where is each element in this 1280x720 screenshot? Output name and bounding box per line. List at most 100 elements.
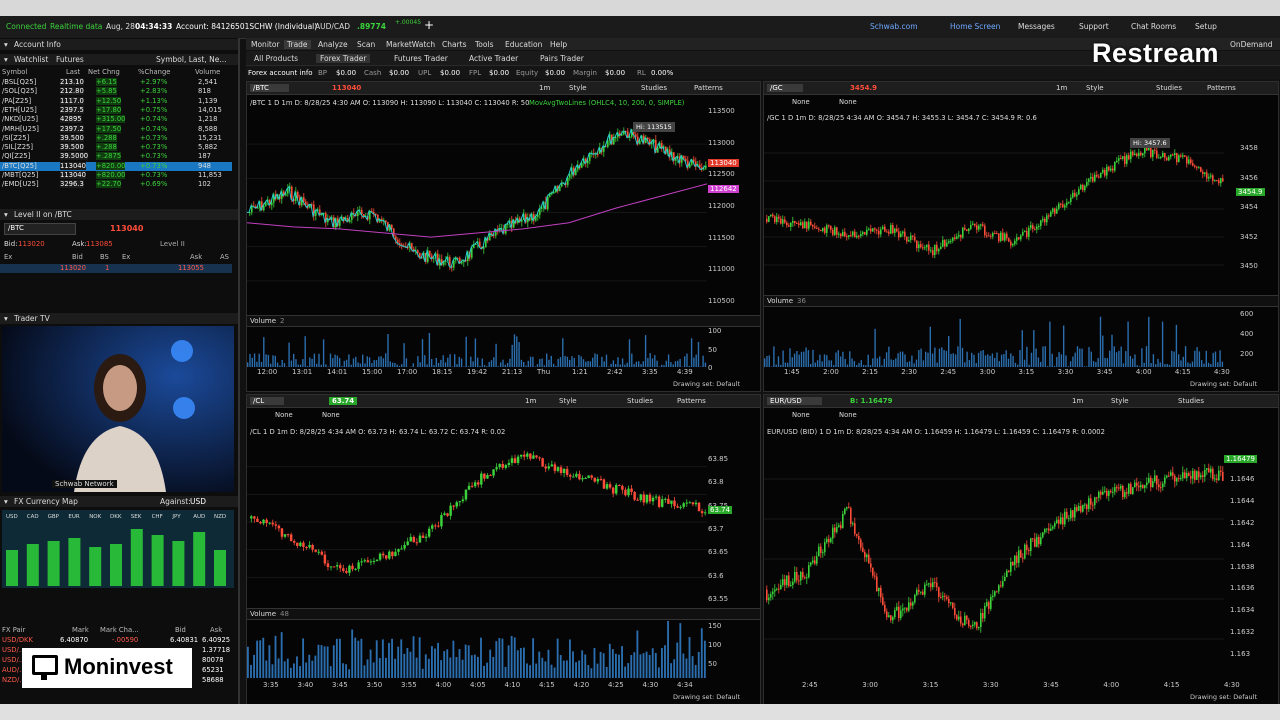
against-select[interactable]: USD	[190, 497, 207, 506]
tab-help[interactable]: Help	[550, 40, 568, 49]
fx-pair-row[interactable]: NZD/... 58688	[0, 676, 232, 685]
currency-bar[interactable]	[6, 550, 18, 586]
gc-price-plot[interactable]	[764, 125, 1224, 293]
col-symbol[interactable]: Symbol	[2, 68, 28, 76]
link-messages[interactable]: Messages	[1018, 22, 1055, 31]
col-mark-change[interactable]: Mark Cha...	[100, 626, 139, 634]
style-button[interactable]: Style	[569, 84, 587, 92]
tab-education[interactable]: Education	[505, 40, 543, 49]
currency-bar[interactable]	[68, 538, 81, 586]
studies-button[interactable]: Studies	[1156, 84, 1182, 92]
link-chat-rooms[interactable]: Chat Rooms	[1131, 22, 1177, 31]
link-schwab[interactable]: Schwab.com	[870, 22, 918, 31]
interval-button[interactable]: 1m	[539, 84, 551, 92]
patterns-button[interactable]: Patterns	[1207, 84, 1236, 92]
drawing-set[interactable]: Drawing set: Default	[1190, 693, 1258, 701]
watchlist-row[interactable]: /SIL[Z25] 39.500 +.288 +0.73% 5,882	[0, 143, 232, 152]
eurusd-price-plot[interactable]	[764, 439, 1224, 679]
watchlist-select[interactable]: Futures	[56, 55, 84, 64]
collapse-icon[interactable]: ▾	[4, 314, 8, 323]
drawing-set[interactable]: Drawing set: Default	[673, 693, 741, 701]
col-net-chng[interactable]: Net Chng	[88, 68, 120, 76]
level2-symbol-input[interactable]: /BTC	[4, 223, 76, 235]
currency-bar[interactable]	[47, 541, 60, 586]
collapse-icon[interactable]: ▾	[4, 497, 8, 506]
watchlist-row[interactable]: /BSL[Q25] 213.10 +6.15 +2.97% 2,541	[0, 78, 232, 87]
chart-gc[interactable]: /GC 3454.9 1m Style Studies Patterns Non…	[763, 81, 1279, 392]
watchlist-row[interactable]: /SOL[Q25] 212.80 +5.85 +2.83% 818	[0, 87, 232, 96]
level2-mode[interactable]: Level II	[160, 240, 185, 248]
style-button[interactable]: Style	[559, 397, 577, 405]
watchlist-row[interactable]: /PA[Z25] 1117.0 +12.50 +1.13% 1,139	[0, 96, 232, 106]
interval-button[interactable]: 1m	[1056, 84, 1068, 92]
col-volume[interactable]: Volume	[195, 68, 221, 76]
tab-scan[interactable]: Scan	[357, 40, 376, 49]
watchlist-row[interactable]: /EMD[U25] 3296.3 +22.70 +0.69% 102	[0, 180, 232, 189]
collapse-icon[interactable]: ▾	[4, 55, 8, 64]
btc-price-plot[interactable]	[247, 110, 707, 315]
trader-tv-video[interactable]: Schwab Network	[2, 326, 234, 492]
col-ask[interactable]: Ask	[210, 626, 223, 634]
subtab-futures-trader[interactable]: Futures Trader	[394, 54, 448, 63]
currency-bar[interactable]	[89, 547, 102, 586]
collapse-icon[interactable]: ▾	[4, 210, 8, 219]
studies-button[interactable]: Studies	[627, 397, 653, 405]
currency-bar[interactable]	[26, 544, 39, 586]
account-select[interactable]: Account: 84126501SCHW (Individual)	[176, 22, 318, 31]
col-bid[interactable]: Bid	[175, 626, 186, 634]
cl-price-plot[interactable]	[247, 439, 707, 605]
symbol-input[interactable]: /BTC	[250, 84, 289, 92]
col-pct-change[interactable]: %Change	[138, 68, 171, 76]
tab-marketwatch[interactable]: MarketWatch	[386, 40, 436, 49]
col-mark[interactable]: Mark	[72, 626, 89, 634]
patterns-button[interactable]: Patterns	[677, 397, 706, 405]
style-button[interactable]: Style	[1086, 84, 1104, 92]
symbol-input[interactable]: /GC	[767, 84, 803, 92]
style-button[interactable]: Style	[1111, 397, 1129, 405]
watchlist-row[interactable]: /MRH[U25] 2397.2 +17.50 +0.74% 8,588	[0, 124, 232, 134]
watchlist-row[interactable]: /ETH[U25] 2397.5 +17.80 +0.75% 14,015	[0, 105, 232, 115]
fx-pair-row[interactable]: USD/... 1.37718	[0, 646, 232, 655]
add-icon[interactable]: +	[424, 18, 435, 32]
watchlist-row[interactable]: /BTC[Q25] 113040 +820.00 +0.73% 948	[0, 161, 232, 171]
interval-button[interactable]: 1m	[525, 397, 537, 405]
symbol-input[interactable]: /CL	[250, 397, 285, 405]
watchlist-row[interactable]: /NKD[U25] 42895 +315.00 +0.74% 1,218	[0, 115, 232, 124]
tab-trade[interactable]: Trade	[284, 40, 311, 49]
currency-bar[interactable]	[110, 544, 122, 586]
interval-button[interactable]: 1m	[1072, 397, 1084, 405]
drawing-set[interactable]: Drawing set: Default	[1190, 380, 1258, 388]
studies-button[interactable]: Studies	[1178, 397, 1204, 405]
fx-pair-row[interactable]: USD/DKK 6.40870 -.00590 6.40831 6.40925	[0, 636, 232, 645]
chart-cl[interactable]: /CL 63.74 1m Style Studies Patterns None…	[246, 394, 761, 705]
currency-bar[interactable]	[193, 532, 206, 586]
col-fx-pair[interactable]: FX Pair	[2, 626, 26, 634]
tab-analyze[interactable]: Analyze	[318, 40, 348, 49]
link-setup[interactable]: Setup	[1195, 22, 1217, 31]
drawing-set[interactable]: Drawing set: Default	[673, 380, 741, 388]
patterns-button[interactable]: Patterns	[694, 84, 723, 92]
studies-button[interactable]: Studies	[641, 84, 667, 92]
ondemand-button[interactable]: OnDemand	[1230, 40, 1273, 49]
fx-pair-row[interactable]: USD/... 80078	[0, 656, 232, 665]
currency-bar[interactable]	[214, 550, 226, 586]
currency-bar[interactable]	[151, 535, 164, 586]
tab-charts[interactable]: Charts	[442, 40, 467, 49]
currency-bar[interactable]	[130, 529, 143, 586]
fx-pair-row[interactable]: AUD/... 65231	[0, 666, 232, 675]
link-support[interactable]: Support	[1079, 22, 1109, 31]
sort-select[interactable]: Symbol, Last, Ne...	[156, 55, 227, 64]
subtab-pairs-trader[interactable]: Pairs Trader	[540, 54, 584, 63]
subtab-active-trader[interactable]: Active Trader	[469, 54, 519, 63]
collapse-icon[interactable]: ▾	[4, 40, 8, 49]
watchlist-row[interactable]: /QI[Z25] 39.5000 +.2875 +0.73% 187	[0, 152, 232, 161]
link-home-screen[interactable]: Home Screen	[950, 22, 1001, 31]
account-info-header[interactable]: ▾ Account Info	[0, 39, 238, 50]
subtab-forex-trader[interactable]: Forex Trader	[316, 54, 371, 63]
subtab-all-products[interactable]: All Products	[254, 54, 299, 63]
quick-pair[interactable]: AUD/CAD	[315, 22, 351, 31]
chart-eurusd[interactable]: EUR/USD B: 1.16479 1m Style Studies None…	[763, 394, 1279, 705]
col-last[interactable]: Last	[66, 68, 81, 76]
watchlist-row[interactable]: /SI[Z25] 39.500 +.288 +0.73% 15,231	[0, 133, 232, 143]
symbol-input[interactable]: EUR/USD	[767, 397, 822, 405]
